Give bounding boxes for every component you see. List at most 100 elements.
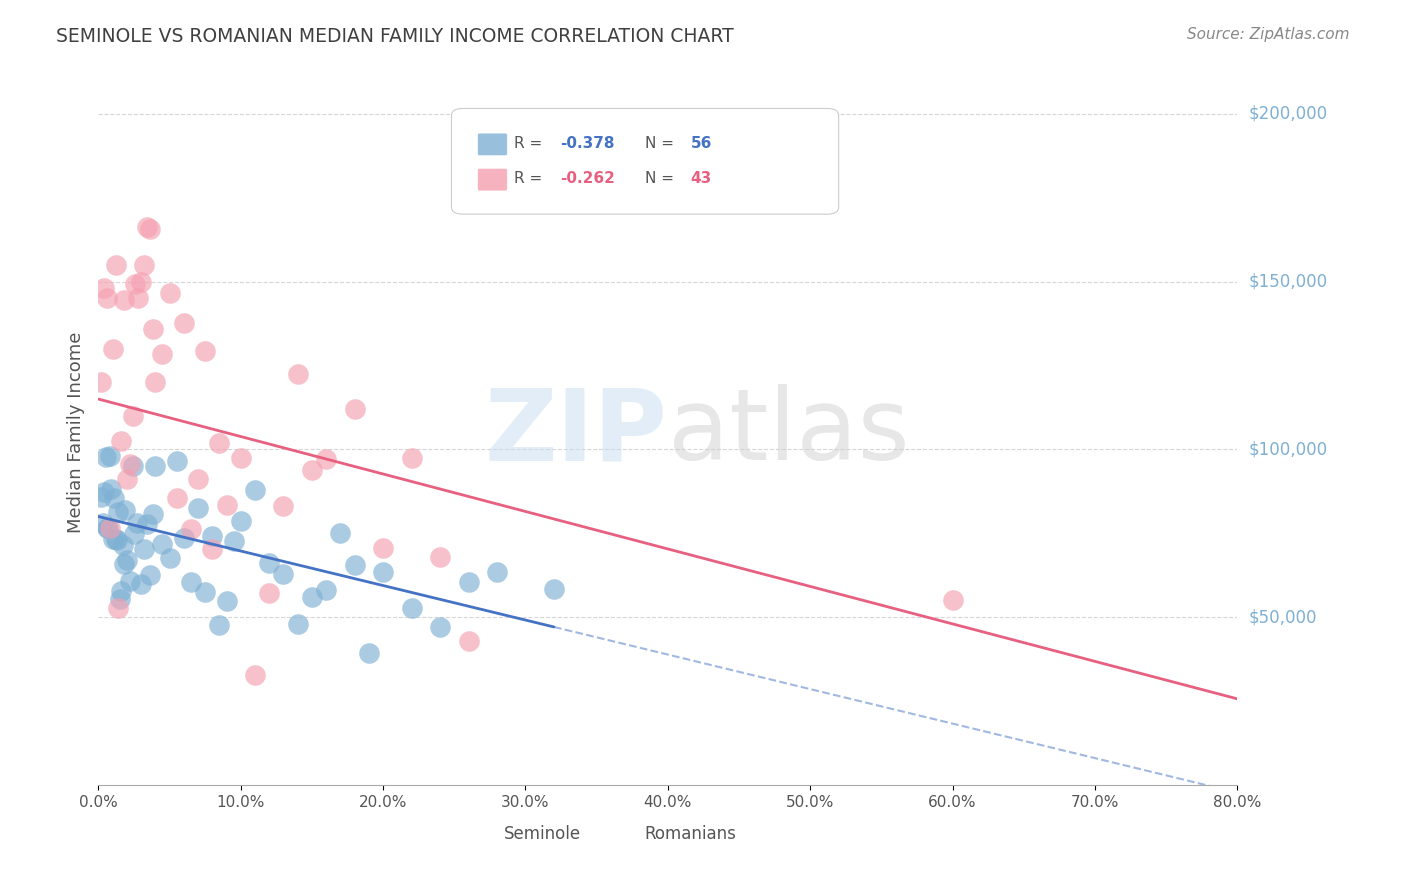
Romanians	[93, 281, 115, 295]
Seminole	[98, 449, 121, 463]
Seminole	[173, 531, 195, 545]
Romanians	[457, 634, 479, 648]
Text: $200,000: $200,000	[1249, 105, 1327, 123]
Seminole	[94, 450, 117, 464]
Seminole	[101, 532, 124, 546]
Romanians	[315, 451, 337, 466]
Romanians	[208, 435, 231, 450]
FancyBboxPatch shape	[626, 823, 662, 847]
Text: ZIP: ZIP	[485, 384, 668, 481]
Text: $50,000: $50,000	[1249, 608, 1317, 626]
Seminole	[91, 516, 114, 530]
Romanians	[215, 498, 238, 512]
Romanians	[129, 275, 152, 289]
Romanians	[127, 292, 149, 306]
Seminole	[401, 601, 423, 615]
Romanians	[159, 285, 181, 300]
Seminole	[107, 505, 129, 519]
Romanians	[138, 222, 160, 236]
Text: $150,000: $150,000	[1249, 273, 1327, 291]
Romanians	[287, 367, 309, 381]
Text: SEMINOLE VS ROMANIAN MEDIAN FAMILY INCOME CORRELATION CHART: SEMINOLE VS ROMANIAN MEDIAN FAMILY INCOM…	[56, 27, 734, 45]
Seminole	[110, 584, 132, 599]
Seminole	[287, 617, 309, 632]
Text: N =: N =	[645, 136, 679, 152]
Seminole	[115, 553, 138, 567]
FancyBboxPatch shape	[472, 823, 509, 847]
Text: 56: 56	[690, 136, 711, 152]
Romanians	[112, 293, 135, 307]
Seminole	[159, 551, 181, 566]
Romanians	[135, 219, 157, 234]
Romanians	[942, 593, 965, 607]
Romanians	[201, 541, 224, 556]
Seminole	[90, 490, 112, 504]
Romanians	[180, 522, 202, 536]
Romanians	[343, 401, 366, 416]
Seminole	[114, 503, 136, 517]
Text: -0.378: -0.378	[560, 136, 614, 152]
Seminole	[118, 574, 141, 588]
Text: $100,000: $100,000	[1249, 441, 1327, 458]
Romanians	[243, 668, 266, 682]
Romanians	[301, 463, 323, 477]
FancyBboxPatch shape	[478, 169, 508, 191]
Seminole	[315, 583, 337, 598]
Seminole	[141, 508, 163, 522]
Text: atlas: atlas	[668, 384, 910, 481]
Romanians	[107, 600, 129, 615]
Romanians	[90, 376, 112, 390]
Text: Source: ZipAtlas.com: Source: ZipAtlas.com	[1187, 27, 1350, 42]
Seminole	[152, 537, 174, 551]
Seminole	[259, 556, 281, 570]
Romanians	[273, 500, 295, 514]
Seminole	[166, 454, 188, 468]
Seminole	[229, 514, 252, 528]
Text: R =: R =	[515, 136, 547, 152]
Seminole	[343, 558, 366, 572]
Seminole	[273, 566, 295, 581]
Romanians	[118, 457, 141, 471]
Seminole	[187, 500, 209, 515]
Seminole	[543, 582, 565, 597]
Romanians	[401, 450, 423, 465]
Text: Seminole: Seminole	[503, 825, 581, 843]
Seminole	[201, 529, 224, 543]
Seminole	[373, 566, 395, 580]
Seminole	[357, 646, 380, 660]
Seminole	[93, 484, 115, 499]
Romanians	[145, 375, 167, 389]
Seminole	[208, 617, 231, 632]
Seminole	[329, 525, 352, 540]
Romanians	[98, 521, 121, 535]
Romanians	[124, 277, 146, 291]
Romanians	[187, 472, 209, 486]
Seminole	[138, 568, 160, 582]
Seminole	[96, 521, 118, 535]
Seminole	[125, 516, 148, 530]
Seminole	[108, 591, 131, 606]
Seminole	[112, 557, 135, 571]
FancyBboxPatch shape	[478, 133, 508, 156]
Seminole	[429, 619, 451, 633]
Text: -0.262: -0.262	[560, 171, 614, 186]
Seminole	[100, 482, 122, 496]
Seminole	[97, 521, 120, 535]
Seminole	[301, 591, 323, 605]
Romanians	[429, 549, 451, 564]
Seminole	[103, 491, 125, 506]
Text: N =: N =	[645, 171, 679, 186]
Romanians	[373, 541, 395, 555]
Romanians	[141, 322, 163, 336]
Text: R =: R =	[515, 171, 547, 186]
Seminole	[457, 574, 479, 589]
Seminole	[104, 533, 127, 547]
Romanians	[259, 585, 281, 599]
Seminole	[111, 538, 134, 552]
Seminole	[194, 584, 217, 599]
Romanians	[96, 292, 118, 306]
Romanians	[166, 491, 188, 505]
Romanians	[104, 258, 127, 272]
Text: Romanians: Romanians	[645, 825, 737, 843]
Text: 43: 43	[690, 171, 711, 186]
